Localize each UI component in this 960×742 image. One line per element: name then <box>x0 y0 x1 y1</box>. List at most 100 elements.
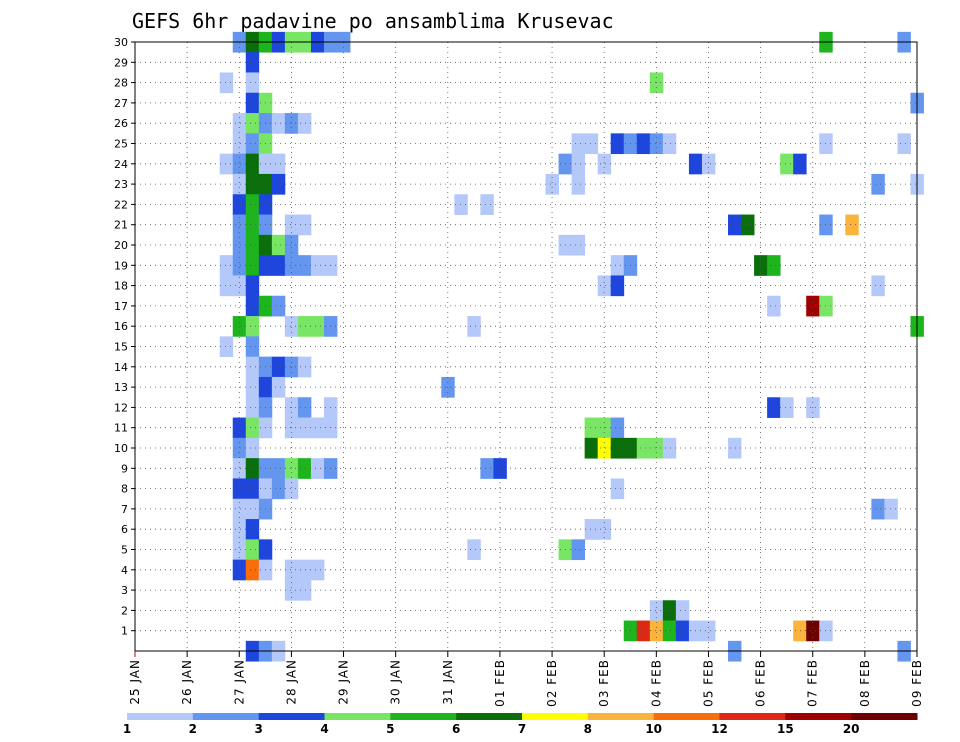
x-tick-label: 08 FEB <box>858 659 872 707</box>
precip-cell <box>245 234 260 256</box>
precip-cell <box>636 620 651 642</box>
precip-cell <box>245 153 260 175</box>
precip-cell <box>232 133 247 155</box>
precip-cell <box>284 234 299 256</box>
precip-cell <box>232 153 247 175</box>
legend-swatch <box>127 713 194 720</box>
precip-cell <box>610 275 625 297</box>
y-tick-label: 12 <box>114 401 128 414</box>
precip-cell <box>232 194 247 215</box>
precip-cell <box>297 316 312 337</box>
y-tick-label: 6 <box>121 523 128 536</box>
legend-swatch <box>324 713 391 720</box>
precip-cell <box>662 620 677 642</box>
precip-cell <box>571 153 586 175</box>
y-axis: 1234567891011121314151617181920212223242… <box>114 36 135 638</box>
precip-cell <box>636 437 651 459</box>
precip-cell <box>245 295 260 317</box>
x-tick-label: 26 JAN <box>180 659 194 705</box>
precip-cell <box>245 255 260 276</box>
precip-cell <box>767 295 781 317</box>
legend-swatch <box>390 713 457 720</box>
precip-cell <box>245 92 260 114</box>
precip-cell <box>662 437 677 459</box>
x-tick-label: 28 JAN <box>284 659 298 705</box>
y-tick-label: 30 <box>114 36 128 49</box>
precip-cell <box>310 458 325 479</box>
precip-cell <box>284 113 299 134</box>
precip-cell <box>767 397 781 418</box>
precip-cell <box>780 397 794 418</box>
precip-cell <box>480 458 494 479</box>
precip-cell <box>610 417 625 439</box>
chart-title: GEFS 6hr padavine po ansamblima Krusevac <box>132 9 614 33</box>
y-tick-label: 7 <box>121 503 128 516</box>
y-tick-label: 4 <box>121 564 128 577</box>
precip-cell <box>284 214 299 236</box>
x-tick-label: 05 FEB <box>701 659 715 707</box>
precip-cell <box>871 498 885 520</box>
precip-cell <box>897 133 911 155</box>
precip-cell <box>219 275 234 297</box>
y-tick-label: 9 <box>121 462 128 475</box>
legend-label: 15 <box>777 722 794 736</box>
precip-cell <box>245 397 260 418</box>
precip-cell <box>219 336 234 358</box>
precip-cell <box>597 275 612 297</box>
precip-cell <box>219 255 234 276</box>
precip-cell <box>232 113 247 134</box>
x-tick-label: 25 JAN <box>128 659 142 705</box>
y-tick-label: 1 <box>121 625 128 638</box>
precip-cell <box>871 275 885 297</box>
precip-cell <box>571 539 586 561</box>
y-tick-label: 16 <box>114 320 128 333</box>
x-tick-label: 30 JAN <box>389 659 403 705</box>
precip-cell <box>232 275 247 297</box>
precip-cell <box>584 133 599 155</box>
precip-cell <box>284 579 299 601</box>
precip-cell <box>806 295 820 317</box>
precip-cell <box>284 255 299 276</box>
y-tick-label: 5 <box>121 544 128 557</box>
color-legend: 1 2 3 4 5 6 7 8 10 12 15 20 <box>123 713 918 736</box>
precip-cell <box>297 255 312 276</box>
y-tick-label: 20 <box>114 239 128 252</box>
precip-cell <box>884 498 898 520</box>
grid-lines <box>134 41 918 651</box>
precip-cell <box>597 437 612 459</box>
precip-cell <box>245 336 260 358</box>
x-tick-label: 03 FEB <box>597 659 611 707</box>
precip-cell <box>675 600 690 621</box>
y-tick-label: 11 <box>114 422 128 435</box>
precip-cell <box>649 600 664 621</box>
x-tick-label: 06 FEB <box>754 659 768 707</box>
precip-cell <box>232 316 247 337</box>
precip-cell <box>297 356 312 378</box>
precip-cell <box>232 255 247 276</box>
y-tick-label: 2 <box>121 604 128 617</box>
precip-cell <box>271 458 286 479</box>
precip-cell <box>284 316 299 337</box>
precip-cell <box>649 620 664 642</box>
precip-cell <box>245 478 260 500</box>
y-tick-label: 19 <box>114 259 128 272</box>
precip-cell <box>545 173 559 195</box>
legend-label: 10 <box>645 722 662 736</box>
y-tick-label: 26 <box>114 117 128 130</box>
legend-swatch <box>785 713 852 720</box>
precip-cell <box>297 417 312 439</box>
precip-cell <box>271 173 286 195</box>
precip-cell <box>284 478 299 500</box>
legend-label: 20 <box>843 722 860 736</box>
precip-cell <box>297 397 312 418</box>
precip-cell <box>245 72 260 94</box>
precip-cell <box>245 356 260 378</box>
precip-cell <box>245 275 260 297</box>
precip-cell <box>649 133 664 155</box>
precip-cell <box>284 458 299 479</box>
legend-swatch <box>522 713 589 720</box>
legend-swatch <box>258 713 325 720</box>
precip-cell <box>728 214 742 236</box>
y-tick-label: 8 <box>121 483 128 496</box>
